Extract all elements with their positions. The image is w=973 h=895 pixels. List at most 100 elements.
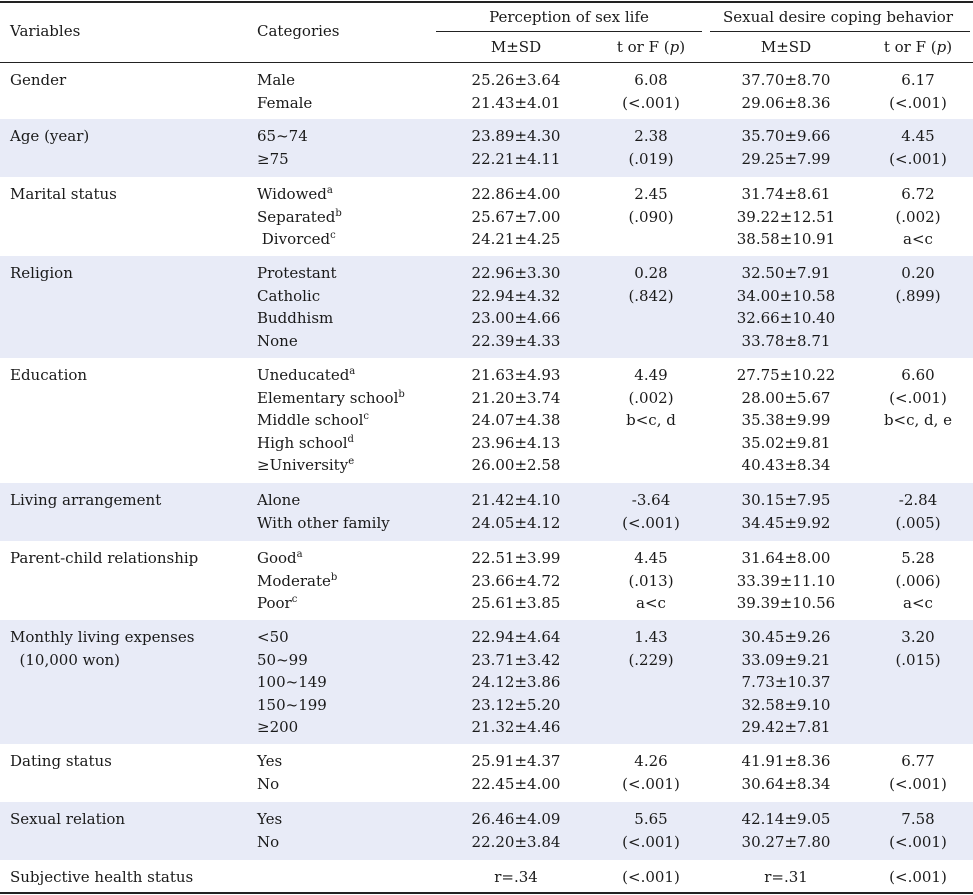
coping-msd-value: 27.75±10.22	[736, 366, 836, 384]
perception-tf-cell: -3.64 (<.001)	[600, 489, 702, 534]
category-text: Protestant	[257, 264, 337, 282]
coping-tf-value: (.006)	[895, 571, 941, 590]
category-text: With other family	[257, 513, 390, 532]
coping-msd-cell: 31.64±8.00 33.39±11.10 39.39±10.56	[706, 547, 866, 615]
category-text: Uneducated	[257, 366, 350, 384]
category-text: Buddhism	[257, 309, 334, 327]
perception-msd-value: 22.94±4.64	[471, 628, 561, 646]
coping-msd-cell: r=.31	[706, 866, 866, 889]
table-row-group: Marital status Widoweda Separatedb Divorce…	[0, 177, 973, 256]
perception-msd-value: 23.96±4.13	[471, 433, 561, 452]
category-text: Catholic	[257, 286, 321, 305]
perception-tf-cell: 4.45 (.013) a<c	[600, 547, 702, 615]
perception-tf-value: (.090)	[628, 207, 674, 226]
category-label: 100~149	[257, 671, 327, 694]
coping-tf-value: a<c	[903, 594, 933, 612]
coping-tf-cell: 6.77 (<.001)	[866, 750, 970, 795]
perception-msd-value: r=.34	[494, 868, 538, 886]
perception-msd-value: 22.51±3.99	[471, 549, 561, 567]
coping-tf-value: -2.84	[898, 491, 938, 509]
category-label: Female	[257, 92, 312, 115]
category-text: Yes	[257, 810, 283, 828]
coping-msd-value: 29.06±8.36	[741, 93, 831, 112]
category-cell: Male Female	[257, 69, 312, 114]
variable-cell: Parent-child relationship	[10, 547, 198, 570]
perception-msd-cell: 25.91±4.37 22.45±4.00	[436, 750, 596, 795]
category-superscript: c	[363, 411, 370, 422]
perception-msd-cell: 25.26±3.64 21.43±4.01	[436, 69, 596, 114]
coping-tf-value: (<.001)	[889, 388, 947, 407]
perception-tf-value: (<.001)	[622, 93, 680, 112]
coping-msd-cell: 35.70±9.66 29.25±7.99	[706, 125, 866, 170]
perception-tf-value: 6.08	[634, 71, 668, 89]
coping-msd-value: 30.64±8.34	[741, 774, 831, 793]
perception-msd-value: 25.91±4.37	[471, 752, 561, 770]
coping-msd-value: 40.43±8.34	[741, 456, 831, 474]
coping-tf-cell: 6.60 (<.001) b<c, d, e	[866, 364, 970, 432]
perception-msd-cell: r=.34	[436, 866, 596, 889]
coping-tf-cell: 0.20 (.899)	[866, 262, 970, 307]
category-label: Elementary schoolb	[257, 387, 405, 410]
perception-msd-value: 24.07±4.38	[471, 411, 561, 429]
variable-value: Subjective health status	[10, 868, 194, 886]
category-superscript: c	[330, 230, 336, 241]
perception-tf-cell: 4.49 (.002) b<c, d	[600, 364, 702, 432]
header-coping: Sexual desire coping behavior	[723, 8, 953, 26]
coping-msd-value: 32.66±10.40	[736, 309, 836, 327]
table-bottom-rule	[0, 892, 973, 894]
coping-msd-value: 34.00±10.58	[736, 286, 836, 305]
coping-tf-value: (<.001)	[889, 149, 947, 168]
category-label: Yes	[257, 808, 282, 831]
header-coping-tf: t or F (p)	[883, 38, 953, 56]
coping-tf-cell: 7.58 (<.001)	[866, 808, 970, 853]
coping-msd-value: 33.09±9.21	[741, 650, 831, 669]
coping-msd-value: 35.70±9.66	[741, 127, 831, 145]
category-label: Moderateb	[257, 570, 337, 593]
perception-tf-value: (<.001)	[622, 868, 680, 886]
perception-msd-value: 21.32±4.46	[471, 718, 561, 736]
perception-msd-value: 22.45±4.00	[471, 774, 561, 793]
coping-msd-value: 33.78±8.71	[741, 331, 831, 350]
category-cell: Alone With other family	[257, 489, 390, 534]
coping-tf-value: (.005)	[895, 513, 941, 532]
perception-tf-value: (.842)	[628, 286, 674, 305]
coping-msd-cell: 27.75±10.22 28.00±5.67 35.38±9.99 35.02±9.8…	[706, 364, 866, 477]
table-row-group: Gender Male Female 25.26±3.64 21.43±4.01 6.08…	[0, 63, 973, 119]
category-label: Protestant	[257, 262, 337, 285]
coping-msd-value: 34.45±9.92	[741, 513, 831, 532]
coping-tf-value: 0.20	[901, 264, 935, 282]
category-text: ≥University	[257, 456, 349, 474]
header-variables: Variables	[10, 22, 81, 40]
perception-msd-value: 25.67±7.00	[471, 207, 561, 226]
category-cell: Uneducateda Elementary schoolb Middle scho…	[257, 364, 405, 477]
coping-msd-value: 38.58±10.91	[736, 230, 836, 248]
perception-msd-value: 26.00±2.58	[471, 456, 561, 474]
category-label: Alone	[257, 489, 390, 512]
category-label: Widoweda	[257, 183, 342, 206]
perception-msd-cell: 22.94±4.64 23.71±3.42 24.12±3.86 23.12±5.20…	[436, 626, 596, 739]
coping-tf-value: (<.001)	[889, 93, 947, 112]
variable-value: Dating status	[10, 752, 112, 770]
perception-msd-value: 21.63±4.93	[471, 366, 561, 384]
category-text: None	[257, 331, 298, 350]
coping-tf-value: a<c	[903, 230, 933, 248]
header-perception-rule	[436, 31, 702, 32]
variable-value: Sexual relation	[10, 810, 126, 828]
category-label: 65~74	[257, 125, 308, 148]
coping-msd-value: 7.73±10.37	[741, 673, 831, 691]
category-cell: Yes No	[257, 750, 282, 795]
perception-tf-value: (<.001)	[622, 832, 680, 851]
header-bottom-rule	[0, 62, 973, 63]
category-cell: Gooda Moderateb Poorc	[257, 547, 337, 615]
perception-tf-value: 4.26	[634, 752, 668, 770]
coping-msd-cell: 37.70±8.70 29.06±8.36	[706, 69, 866, 114]
perception-tf-value: (.013)	[628, 571, 674, 590]
coping-msd-cell: 42.14±9.05 30.27±7.80	[706, 808, 866, 853]
coping-msd-value: 28.00±5.67	[741, 388, 831, 407]
coping-msd-value: 39.22±12.51	[736, 207, 836, 226]
category-superscript: a	[349, 366, 356, 377]
category-label: High schoold	[257, 432, 405, 455]
table-row-group: Age (year) 65~74 ≥75 23.89±4.30 22.21±4.11 2.…	[0, 119, 973, 177]
perception-tf-cell: (<.001)	[600, 866, 702, 889]
